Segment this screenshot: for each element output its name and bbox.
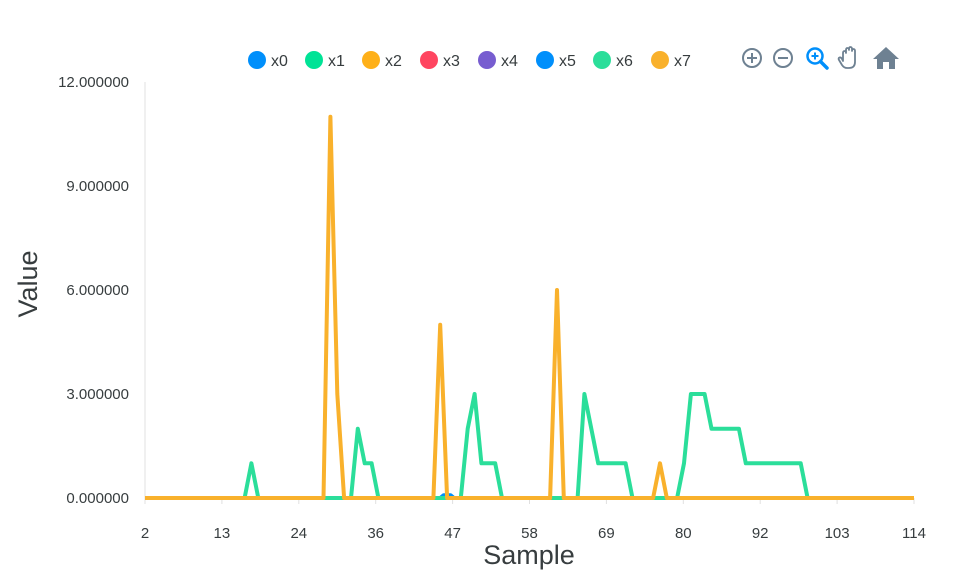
- chart-toolbar: [742, 46, 899, 70]
- x-tick-label: 13: [214, 525, 231, 542]
- series-line-x7: [145, 114, 914, 500]
- chart-legend: x0 x1 x2 x3 x4 x5 x6 x7: [248, 51, 691, 70]
- legend-marker: [420, 51, 438, 69]
- legend-item-x2[interactable]: x2: [362, 51, 402, 70]
- legend-label: x1: [328, 53, 345, 70]
- selection-zoom-icon[interactable]: [806, 47, 829, 70]
- x-tick-label: 24: [290, 525, 307, 542]
- series-line-x6: [145, 392, 914, 500]
- zoom-out-icon[interactable]: [773, 48, 793, 68]
- legend-marker: [362, 51, 380, 69]
- x-tick-label: 92: [752, 525, 769, 542]
- legend-item-x7[interactable]: x7: [651, 51, 691, 70]
- legend-marker: [248, 51, 266, 69]
- legend-marker: [305, 51, 323, 69]
- legend-item-x6[interactable]: x6: [593, 51, 633, 70]
- x-tick-label: 58: [521, 525, 538, 542]
- x-tick-label: 69: [598, 525, 615, 542]
- legend-item-x4[interactable]: x4: [478, 51, 518, 70]
- legend-label: x6: [616, 53, 633, 70]
- zoom-in-icon[interactable]: [742, 48, 762, 68]
- y-tick-label: 0.000000: [66, 490, 129, 507]
- legend-marker: [478, 51, 496, 69]
- legend-label: x3: [443, 53, 460, 70]
- legend-marker: [536, 51, 554, 69]
- plot-area: [145, 114, 914, 500]
- y-tick-label: 12.000000: [58, 74, 129, 91]
- pan-hand-icon[interactable]: [837, 46, 856, 69]
- x-tick-label: 36: [367, 525, 384, 542]
- legend-label: x2: [385, 53, 402, 70]
- legend-label: x5: [559, 53, 576, 70]
- y-tick-label: 3.000000: [66, 386, 129, 403]
- legend-marker: [593, 51, 611, 69]
- x-tick-label: 114: [902, 525, 926, 542]
- y-tick-label: 9.000000: [66, 178, 129, 195]
- x-tick-label: 2: [141, 525, 149, 542]
- legend-label: x7: [674, 53, 691, 70]
- home-reset-icon[interactable]: [873, 47, 899, 69]
- legend-item-x1[interactable]: x1: [305, 51, 345, 70]
- legend-label: x4: [501, 53, 518, 70]
- legend-item-x3[interactable]: x3: [420, 51, 460, 70]
- y-axis: 0.000000 3.000000 6.000000 9.000000 12.00000…: [58, 74, 146, 507]
- legend-marker: [651, 51, 669, 69]
- x-tick-label: 47: [444, 525, 461, 542]
- y-axis-title: Value: [13, 250, 43, 317]
- legend-label: x0: [271, 53, 288, 70]
- x-tick-label: 80: [675, 525, 692, 542]
- x-axis-title: Sample: [483, 540, 575, 570]
- legend-item-x0[interactable]: x0: [248, 51, 288, 70]
- legend-item-x5[interactable]: x5: [536, 51, 576, 70]
- x-tick-label: 103: [825, 525, 850, 542]
- x-axis: 2 13 24 36 47 58 69 80 92 103 114: [141, 497, 926, 542]
- y-tick-label: 6.000000: [66, 282, 129, 299]
